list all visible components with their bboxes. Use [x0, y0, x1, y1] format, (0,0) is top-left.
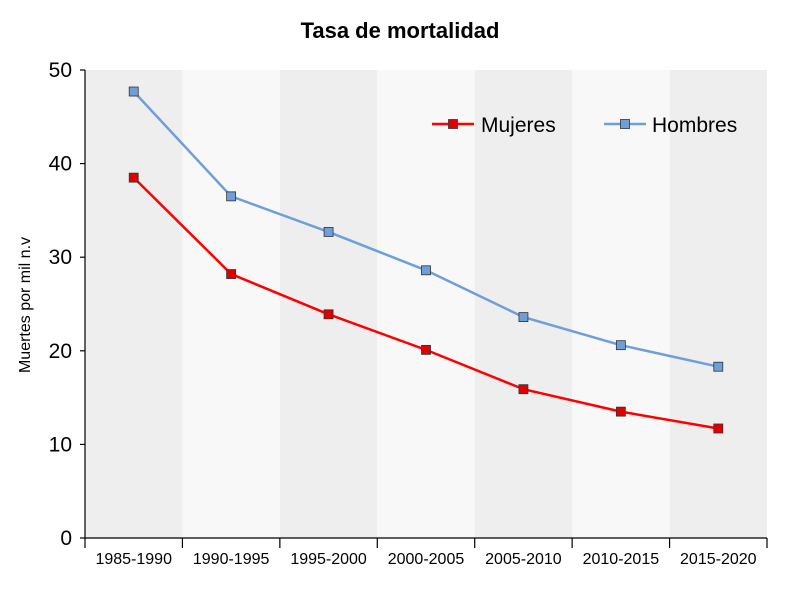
y-ticks: 0 10 20 30 40 50 — [49, 59, 85, 550]
y-tick-label: 0 — [60, 527, 72, 550]
x-tick-label: 2005-2010 — [485, 551, 562, 568]
data-point — [518, 312, 529, 323]
y-tick-label: 10 — [49, 433, 72, 456]
data-point — [713, 361, 724, 372]
background-band — [182, 70, 280, 538]
legend-marker — [448, 119, 458, 129]
data-point — [128, 172, 139, 183]
data-point — [226, 191, 237, 202]
background-band — [85, 70, 183, 538]
series-group — [128, 86, 724, 434]
x-tick-label: 2000-2005 — [388, 551, 465, 568]
data-point — [421, 344, 431, 355]
background-bands — [85, 70, 767, 538]
x-tick-label: 2010-2015 — [583, 551, 660, 568]
axes — [84, 70, 767, 539]
legend-label: Mujeres — [481, 114, 556, 137]
data-point — [323, 227, 334, 237]
y-tick-label: 40 — [49, 153, 72, 176]
y-tick-label: 50 — [49, 59, 72, 82]
data-point — [323, 309, 334, 320]
data-point — [713, 423, 724, 434]
background-band — [572, 70, 670, 538]
data-point — [518, 384, 529, 395]
x-tick-label: 1985-1990 — [95, 551, 172, 568]
y-axis-label: Muertes por mil n.v — [17, 237, 34, 373]
legend: Mujeres Hombres — [432, 114, 737, 137]
background-band — [279, 70, 378, 538]
legend-label: Hombres — [652, 114, 737, 137]
y-tick-label: 30 — [49, 246, 72, 269]
chart-title: Tasa de mortalidad — [301, 18, 500, 43]
x-tick-label: 2015-2020 — [680, 551, 757, 568]
background-band — [474, 70, 573, 538]
data-point — [128, 86, 139, 97]
data-point — [421, 265, 431, 276]
data-point — [226, 269, 237, 279]
x-ticks: 1985-1990 1990-1995 1995-2000 2000-2005 2005… — [84, 538, 768, 568]
y-tick-label: 20 — [49, 340, 72, 363]
legend-marker — [620, 119, 630, 129]
x-tick-label: 1995-2000 — [290, 551, 367, 568]
background-band — [377, 70, 475, 538]
background-band — [669, 70, 767, 538]
data-point — [615, 340, 626, 351]
x-tick-label: 1990-1995 — [193, 551, 270, 568]
data-point — [615, 406, 626, 417]
